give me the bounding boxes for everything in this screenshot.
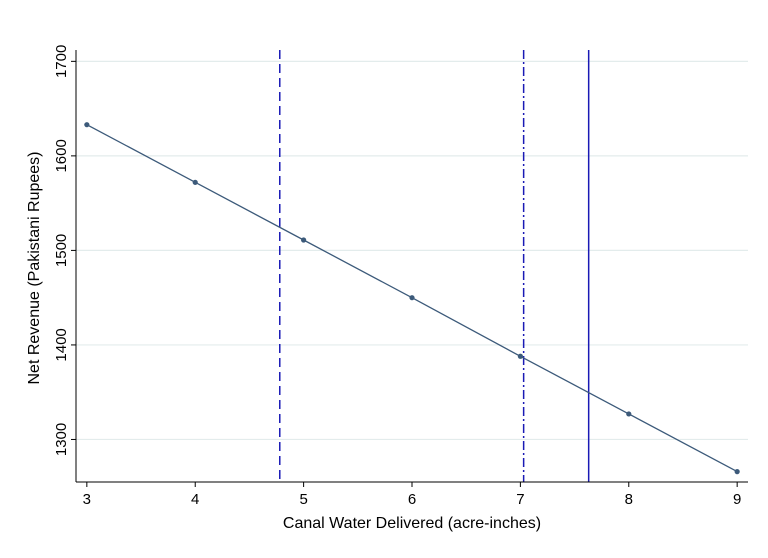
y-tick-label: 1700 [53,45,70,78]
data-point [409,295,415,301]
x-tick-label: 4 [191,491,199,508]
y-axis-title: Net Revenue (Pakistani Rupees) [26,151,43,384]
gridlines [76,60,748,441]
data-point [517,353,523,359]
data-point [734,469,740,475]
x-tick-label: 8 [625,491,633,508]
data-point [626,411,632,417]
data-point [301,237,307,243]
x-tick-label: 6 [408,491,416,508]
series [84,122,740,475]
y-tick-label: 1400 [53,328,70,361]
axes: 1300 1400 1500 1600 1700 3 4 5 6 7 8 9 [53,45,748,508]
data-point [192,179,198,185]
reference-lines [279,50,590,482]
y-tick-label: 1500 [53,234,70,267]
x-tick-label: 9 [733,491,741,508]
x-tick-label: 3 [83,491,91,508]
y-tick-label: 1600 [53,139,70,172]
x-axis-title: Canal Water Delivered (acre-inches) [283,515,541,532]
data-point [84,122,90,128]
x-tick-label: 5 [299,491,307,508]
x-tick-label: 7 [516,491,524,508]
y-tick-label: 1300 [53,423,70,456]
